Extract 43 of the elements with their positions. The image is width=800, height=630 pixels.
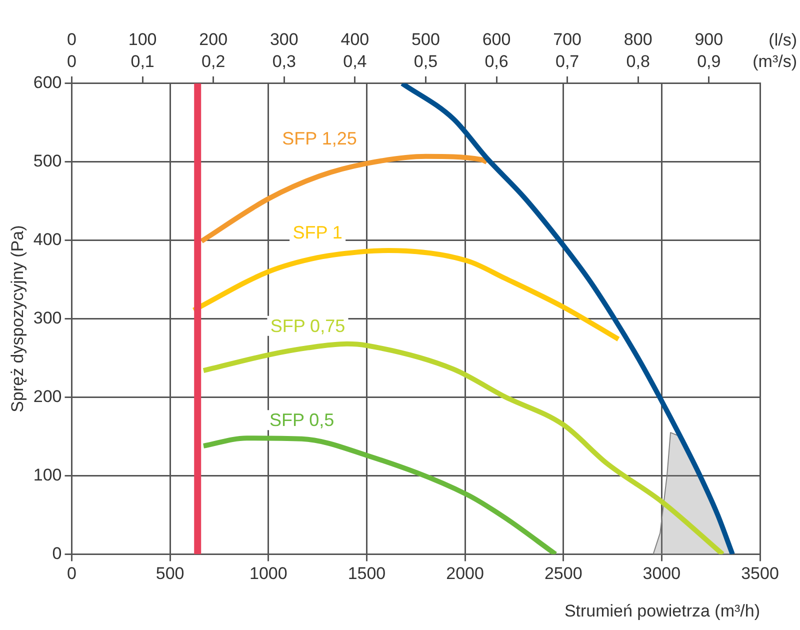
- x2-tick-label: 800: [624, 30, 652, 49]
- text: 0,3: [272, 52, 296, 71]
- y-tick-label: 100: [33, 465, 62, 484]
- text: 0: [67, 52, 76, 71]
- y-tick-label: 500: [33, 152, 62, 171]
- x2-axis-title: (l/s): [768, 30, 797, 50]
- text: 0,4: [343, 52, 367, 71]
- x2-tick-label: 200: [199, 30, 228, 49]
- text: 0,7: [555, 52, 580, 71]
- x2-tick-label: 400: [340, 30, 370, 49]
- x-tick-label: 3000: [642, 564, 681, 584]
- x-tick-label: 2000: [446, 564, 484, 584]
- x-tick-label: 1000: [249, 564, 288, 584]
- series-label: SFP 1: [292, 222, 342, 243]
- x-tick-label: 500: [156, 564, 184, 584]
- text: 0,9: [697, 52, 721, 71]
- x2-tick-label: 300: [270, 30, 298, 49]
- text: 0,5: [414, 52, 438, 71]
- x-axis-title: Strumień powietrza (m³/h): [564, 601, 760, 620]
- y-tick-label: 600: [33, 73, 62, 92]
- y-tick-label: 400: [33, 230, 62, 250]
- y-tick-label: 300: [33, 308, 62, 328]
- text: 0,2: [202, 52, 226, 71]
- series-label: SFP 1,25: [282, 128, 357, 148]
- text: 0,8: [626, 52, 650, 71]
- x2-tick-label: 100: [128, 30, 157, 49]
- series-label: SFP 0,75: [270, 316, 346, 336]
- x-tick-label: 2500: [544, 564, 582, 584]
- x2-tick-label: 900: [694, 30, 724, 49]
- text: (m³/s): [752, 52, 797, 71]
- x2-tick-label: 600: [482, 30, 511, 49]
- series-label: SFP 0,5: [269, 410, 334, 430]
- x2-tick-label: 500: [412, 30, 440, 49]
- text: 0,6: [484, 52, 508, 71]
- x-tick-label: 3500: [741, 564, 779, 584]
- text: 0,1: [130, 52, 154, 71]
- y-tick-label: 0: [52, 544, 62, 563]
- x2-tick-label: 0: [67, 30, 76, 49]
- x2-tick-label: 700: [553, 30, 582, 49]
- x-tick-label: 1500: [348, 564, 386, 584]
- y-tick-label: 200: [33, 386, 62, 406]
- y-axis-title: Spręż dyspozycyjny (Pa): [8, 225, 27, 412]
- x-tick-label: 0: [67, 564, 76, 584]
